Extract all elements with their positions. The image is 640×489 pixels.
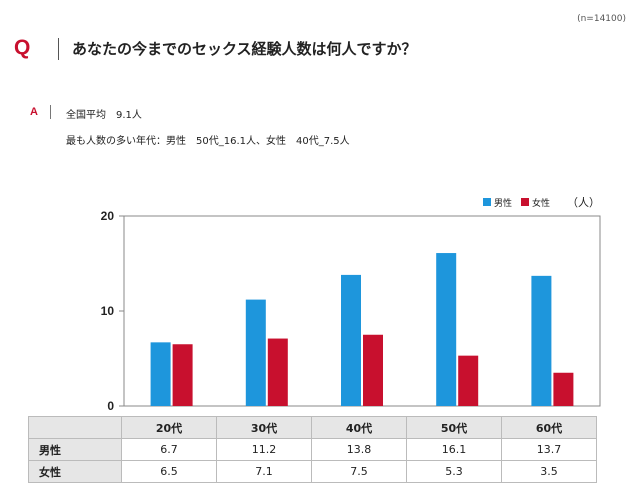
bar-female: [172, 344, 193, 406]
question-divider: [58, 38, 59, 60]
chart-unit: （人）: [567, 196, 600, 209]
answer-divider: [50, 105, 51, 119]
legend-item-male: 男性: [482, 196, 512, 209]
table-cell: 7.5: [311, 460, 407, 483]
table-cell: 6.7: [121, 438, 217, 461]
answer-mark: A: [30, 106, 38, 118]
y-tick-label: 0: [107, 399, 114, 413]
table-cell: 11.2: [216, 438, 312, 461]
bar-male: [150, 342, 171, 406]
question-mark: Q: [14, 36, 31, 59]
bar-male: [531, 275, 552, 406]
table-cell: 13.7: [501, 438, 597, 461]
table-header-cell: 50代: [406, 416, 502, 439]
bar-female: [363, 334, 383, 406]
table-cell: 7.1: [216, 460, 312, 483]
bar-male: [245, 299, 266, 406]
answer-average: 全国平均 9.1人: [66, 110, 142, 121]
chart-legend: 男性 女性 （人）: [482, 194, 600, 210]
table-row-label: 男性: [28, 438, 122, 461]
bar-female: [458, 355, 479, 406]
table-corner: [28, 416, 122, 439]
y-tick-label: 10: [101, 304, 115, 318]
legend-label-male: 男性: [493, 198, 512, 209]
bar-female: [267, 338, 288, 406]
table-header-cell: 60代: [501, 416, 597, 439]
table-header-row: 20代 30代 40代 50代 60代: [28, 416, 597, 439]
table-row-label: 女性: [28, 460, 122, 483]
bar-female: [553, 372, 574, 406]
legend-swatch-female: [520, 198, 529, 206]
bar-chart: 0 10 20: [101, 209, 601, 413]
table-cell: 3.5: [501, 460, 597, 483]
question-text: あなたの今までのセックス経験人数は何人ですか？: [72, 40, 417, 58]
sample-size: (n=14100): [577, 14, 626, 24]
legend-swatch-male: [482, 198, 491, 206]
legend-item-female: 女性: [520, 196, 550, 209]
answer-peak: 最も人数の多い年代：男性 50代_16.1人、女性 40代_7.5人: [66, 136, 350, 147]
table-cell: 5.3: [406, 460, 502, 483]
table-cell: 6.5: [121, 460, 217, 483]
table-row-male: 男性 6.7 11.2 13.8 16.1 13.7: [28, 438, 597, 461]
y-tick-label: 20: [101, 209, 115, 223]
table-cell: 16.1: [406, 438, 502, 461]
table-header-cell: 40代: [311, 416, 407, 439]
bar-male: [436, 253, 457, 406]
data-table: 20代 30代 40代 50代 60代 男性 6.7 11.2 13.8 16.…: [28, 416, 597, 483]
table-row-female: 女性 6.5 7.1 7.5 5.3 3.5: [28, 460, 597, 483]
legend-label-female: 女性: [531, 198, 550, 209]
table-cell: 13.8: [311, 438, 407, 461]
bar-male: [341, 274, 361, 406]
plot-area-frame: [123, 215, 601, 407]
table-header-cell: 20代: [121, 416, 217, 439]
table-header-cell: 30代: [216, 416, 312, 439]
